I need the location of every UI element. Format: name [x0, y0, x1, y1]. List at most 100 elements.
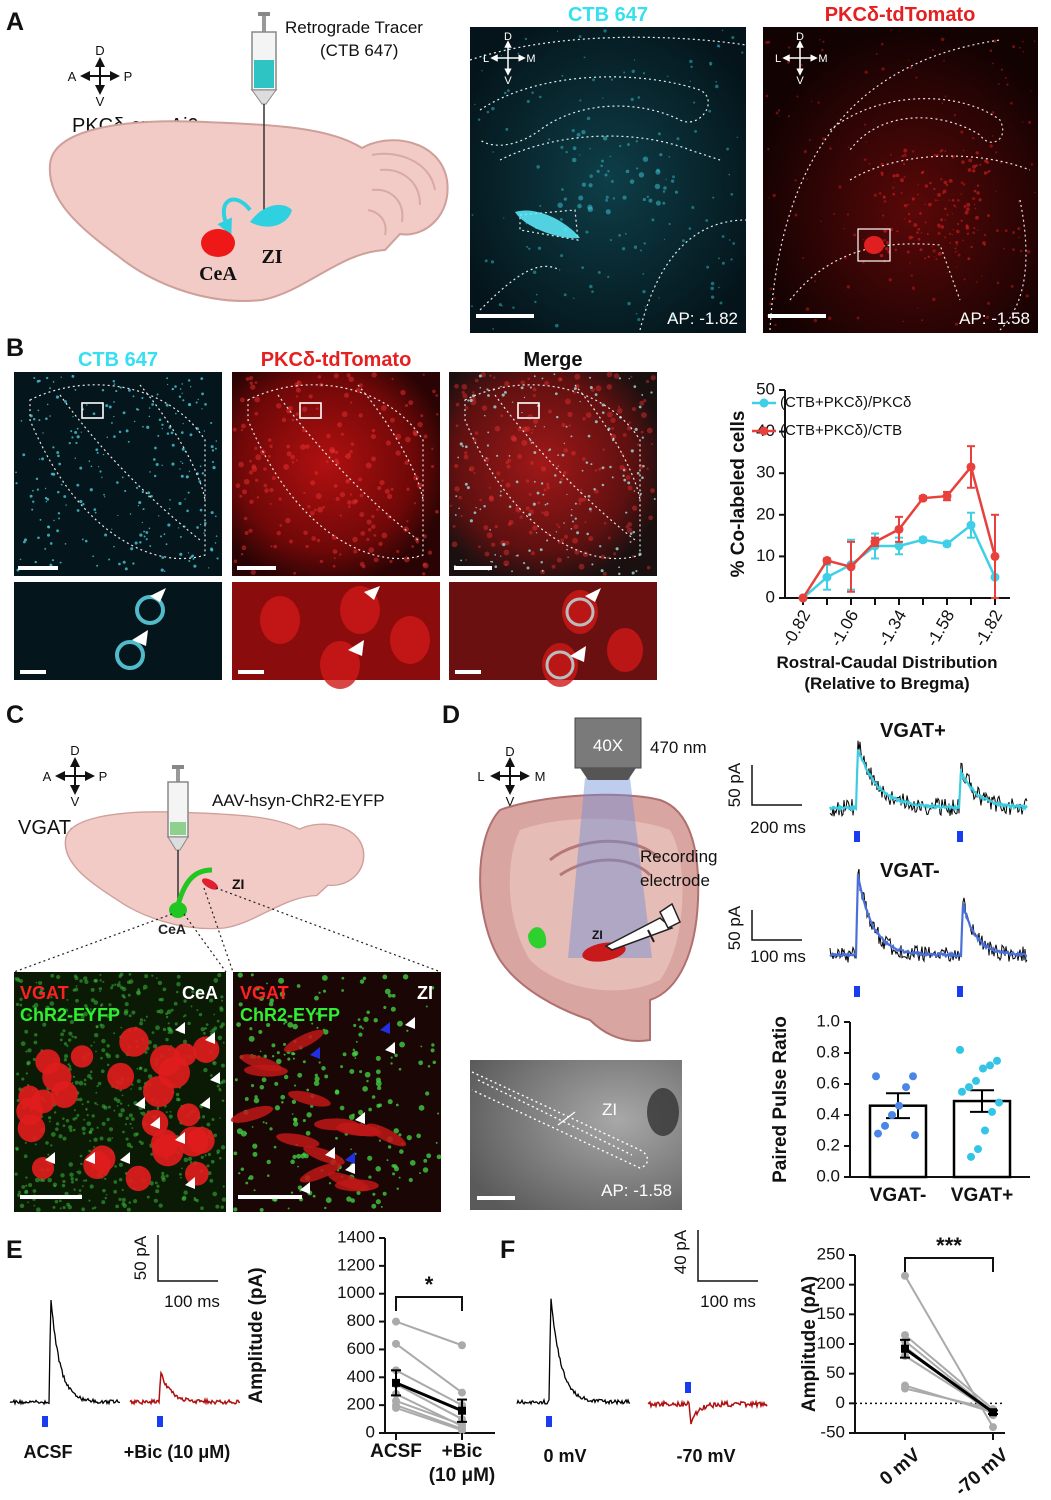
- cell: [450, 504, 453, 507]
- cell: [430, 1048, 435, 1053]
- cell: [430, 986, 435, 990]
- cell: [961, 160, 965, 164]
- cell: [240, 1167, 245, 1171]
- cell: [794, 213, 798, 217]
- cell: [318, 991, 321, 994]
- cell: [650, 443, 653, 446]
- cell: [956, 229, 960, 234]
- cell: [63, 1054, 69, 1059]
- cell: [370, 433, 377, 440]
- cell: [83, 1011, 88, 1017]
- cell: [205, 1023, 209, 1026]
- cell: [182, 423, 184, 425]
- cell: [180, 431, 184, 434]
- cell: [431, 1043, 435, 1047]
- cell: [517, 454, 522, 459]
- cell: [315, 1012, 319, 1016]
- cell: [140, 1111, 143, 1115]
- cell: [266, 982, 268, 985]
- cell: [158, 418, 162, 422]
- cell: [89, 1184, 94, 1189]
- syringe: [251, 12, 277, 218]
- cell: [952, 229, 954, 231]
- cell: [88, 1149, 92, 1153]
- cell: [49, 387, 52, 390]
- cell: [359, 1070, 363, 1074]
- cell: [293, 1084, 297, 1087]
- x-tick-label: +Bic: [442, 1441, 483, 1462]
- cell: [76, 1113, 80, 1117]
- cell: [960, 130, 964, 134]
- cell: [55, 1127, 59, 1131]
- cell: [931, 49, 934, 52]
- brain-inner: [509, 818, 683, 991]
- cell: [182, 1195, 187, 1200]
- cell: [646, 467, 649, 470]
- stimulus: [157, 1416, 163, 1427]
- cell: [42, 432, 44, 434]
- cell: [326, 433, 331, 439]
- cell: [65, 504, 67, 506]
- cell: [422, 562, 427, 567]
- cell: [422, 373, 425, 376]
- cell: [104, 496, 106, 498]
- cell: [47, 533, 51, 537]
- cell: [339, 1105, 345, 1111]
- cell: [464, 451, 468, 455]
- cell: [332, 549, 338, 554]
- cell: [106, 1044, 110, 1048]
- stimulus: [957, 986, 963, 997]
- cell: [230, 1105, 274, 1123]
- cell: [269, 444, 273, 449]
- cell: [396, 1020, 403, 1027]
- region-label: ZI: [417, 983, 433, 1003]
- cell: [937, 231, 941, 236]
- cell: [537, 501, 541, 505]
- cell: [181, 392, 183, 394]
- cell: [76, 483, 80, 487]
- cell: [146, 1195, 150, 1199]
- cell: [491, 560, 494, 563]
- cell: [794, 179, 797, 182]
- cell: [14, 1172, 18, 1176]
- mean-point: [901, 1344, 909, 1353]
- cell: [214, 447, 217, 450]
- cell: [995, 190, 997, 192]
- cell: [436, 1154, 442, 1160]
- cell: [36, 1207, 41, 1212]
- channel-label: VGAT: [240, 983, 289, 1003]
- cell: [314, 1076, 320, 1082]
- cell: [33, 1040, 38, 1045]
- cell: [395, 1103, 399, 1107]
- cell: [173, 1001, 178, 1006]
- cell: [1028, 120, 1032, 124]
- cell: [271, 1054, 275, 1058]
- cell: [180, 460, 182, 463]
- cell: [567, 556, 569, 558]
- compass-label: D: [70, 743, 79, 758]
- cell: [32, 500, 35, 503]
- leader-line: [557, 1111, 576, 1126]
- cell: [102, 980, 105, 983]
- cell: [107, 1062, 135, 1090]
- cell: [500, 555, 502, 557]
- cell: [390, 1056, 393, 1059]
- cell: [976, 191, 980, 195]
- cell: [143, 1019, 146, 1022]
- cell: [357, 1018, 361, 1021]
- cell: [112, 1009, 116, 1013]
- cell: [125, 429, 129, 433]
- cell: [216, 557, 219, 560]
- cell: [158, 515, 160, 517]
- cell: [217, 973, 222, 978]
- cell: [603, 29, 607, 33]
- cell: [983, 171, 988, 175]
- significance-bracket: [904, 1257, 994, 1272]
- cell: [358, 383, 363, 388]
- cell: [88, 1199, 91, 1202]
- cell: [356, 1190, 361, 1195]
- cell: [282, 1018, 286, 1022]
- cell: [402, 974, 409, 980]
- cell: [548, 138, 551, 141]
